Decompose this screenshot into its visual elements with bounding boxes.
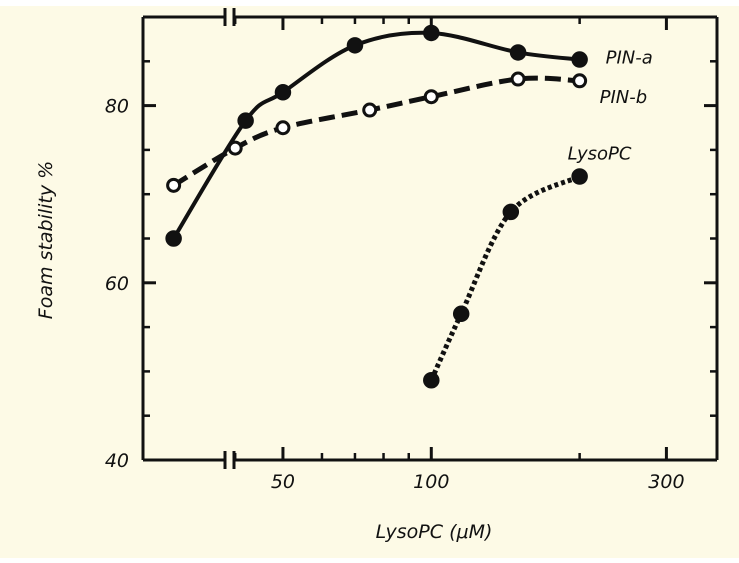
data-point-pin-b [510,71,526,87]
y-tick-label: 60 [105,273,129,295]
data-point-pin-b [423,89,439,105]
x-axis-title: LysoPC (μM) [376,521,493,543]
x-tick-label: 50 [271,471,295,493]
data-point-pin-a [274,84,292,101]
data-point-pin-a [509,44,527,61]
data-point-pin-a [237,112,254,129]
series-label-pin-b: PIN-b [600,87,648,108]
data-point-pin-a [571,51,588,68]
data-point-pin-a [165,230,182,247]
data-point-lysopc [423,372,440,389]
data-point-pin-b [166,177,182,193]
y-tick-label: 40 [105,450,129,472]
data-point-pin-b [227,140,243,156]
axis-break-gap [225,452,234,468]
series-label-lysopc: LysoPC [568,143,632,164]
data-point-pin-a [346,37,364,54]
data-point-pin-a [423,24,440,42]
x-tick-label: 100 [413,471,449,493]
data-point-pin-b [275,120,291,136]
data-point-pin-b [362,102,378,118]
series-label-pin-a: PIN-a [606,48,653,69]
top-margin [0,0,739,6]
x-tick-label: 300 [648,471,684,493]
data-point-pin-b [572,73,588,89]
data-point-lysopc [452,305,470,323]
y-axis-title: Foam stability % [35,161,57,319]
y-tick-label: 80 [105,96,129,118]
data-point-lysopc [571,168,588,185]
series-line-lysopc [429,174,581,382]
axis-break-gap [225,9,234,25]
data-point-lysopc [502,203,520,221]
